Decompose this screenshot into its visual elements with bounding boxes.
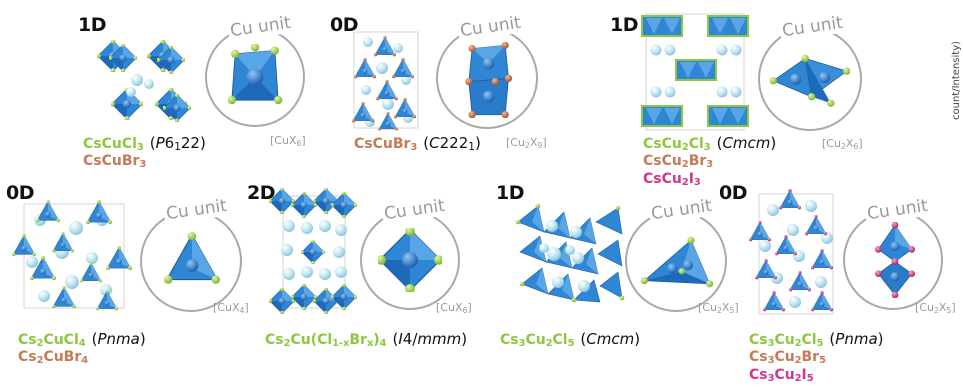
- compound-formula: CsCuBr3 (C2221): [354, 134, 481, 153]
- unit-formula: [Cu2X5]: [698, 301, 739, 315]
- side-note: count/Intensity): [951, 40, 962, 120]
- dimensionality-label: 1D: [496, 182, 525, 204]
- cu-unit-tetrahedron: [164, 232, 220, 285]
- dimensionality-label: 0D: [719, 182, 748, 204]
- panel-cscubr3-0d: 0D Cu unit [Cu2X9] CsCuBr3 (C2221): [310, 0, 547, 180]
- panel-cs2cucl4-0d: 0D Cu unit [CuX4] Cs2CuCl4 (Pnma) Cs2CuBr…: [0, 180, 249, 378]
- dimensionality-label: 2D: [247, 182, 276, 204]
- crystal-structure: [269, 188, 357, 314]
- crystal-structure: [97, 40, 191, 122]
- crystal-structure: [749, 188, 834, 315]
- compound-formula: Cs2CuBr4: [18, 349, 89, 366]
- crystal-structure: [515, 203, 625, 303]
- compound-formula: Cs3Cu2Cl5 (Pnma): [749, 330, 884, 349]
- unit-formula: [Cu2X9]: [506, 136, 547, 150]
- compound-formula: CsCu2Cl3 (Cmcm): [643, 134, 777, 153]
- panel-cscu2cl3-1d: 1D Cu unit [C: [590, 0, 945, 190]
- compound-formula: Cs2Cu(Cl1-xBrx)4 (I4/mmm): [265, 330, 468, 349]
- unit-formula: [Cu2X5]: [915, 301, 956, 315]
- dimensionality-label: 0D: [6, 182, 35, 204]
- cu-unit-octahedron: [227, 44, 283, 105]
- cu-unit-dimer: [875, 222, 915, 298]
- cu-unit-octahedron: [378, 228, 442, 292]
- dimensionality-label: 0D: [330, 14, 359, 36]
- crystal-structure: [352, 31, 419, 131]
- panel-cs3cu2cl5-0d: 0D Cu unit [Cu2X5] Cs3Cu2Cl5 (Pnma) Cs3Cu…: [715, 180, 956, 384]
- crystal-structure: [12, 200, 132, 311]
- compound-formula: CsCu2I3: [643, 171, 701, 188]
- compound-formula: CsCuCl3 (P6122): [83, 134, 206, 153]
- panel-cs2cuclbr4-2d: 2D Cu unit [CuX6] Cs2Cu(Cl1-xBrx)4 (I4/mm…: [245, 180, 490, 378]
- panel-cscucl3-1d: 1D Cu unit [CuX6] CsCuCl3 (P6122) CsCuBr3: [0, 0, 310, 180]
- compound-formula: Cs3Cu2Cl5 (Cmcm): [500, 330, 641, 349]
- compound-formula: CsCu2Br3: [643, 153, 714, 170]
- dimensionality-label: 1D: [610, 14, 639, 36]
- panel-cs3cu2cl5-1d: 1D Cu unit [Cu2X5] C: [490, 180, 739, 378]
- dimensionality-label: 1D: [78, 14, 107, 36]
- compound-formula: Cs3Cu2Br5: [749, 349, 826, 366]
- unit-formula: [CuX6]: [270, 134, 306, 148]
- cu-unit-dimer: [465, 42, 512, 118]
- unit-formula: [Cu2X6]: [822, 137, 863, 151]
- unit-formula: [CuX4]: [213, 301, 249, 315]
- cu-unit-trigonal: [640, 236, 714, 288]
- unit-formula: [CuX6]: [436, 301, 472, 315]
- compound-formula: Cs2CuCl4 (Pnma): [18, 330, 146, 349]
- cu-unit-edge-sharing: [770, 54, 850, 107]
- compound-formula: Cs3Cu2I5: [749, 367, 814, 384]
- compound-formula: CsCuBr3: [83, 153, 147, 170]
- crystal-structure: [641, 13, 749, 131]
